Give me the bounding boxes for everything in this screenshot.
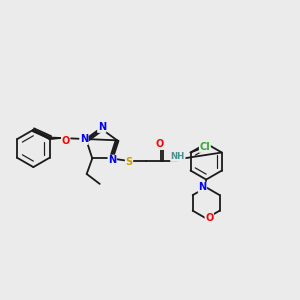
- Text: N: N: [108, 155, 116, 165]
- Text: O: O: [205, 214, 213, 224]
- Text: S: S: [125, 157, 133, 166]
- Text: O: O: [61, 136, 70, 146]
- Text: N: N: [198, 182, 206, 192]
- Text: N: N: [98, 122, 106, 132]
- Text: N: N: [80, 134, 88, 144]
- Text: Cl: Cl: [200, 142, 210, 152]
- Text: NH: NH: [171, 152, 185, 161]
- Text: O: O: [156, 140, 164, 149]
